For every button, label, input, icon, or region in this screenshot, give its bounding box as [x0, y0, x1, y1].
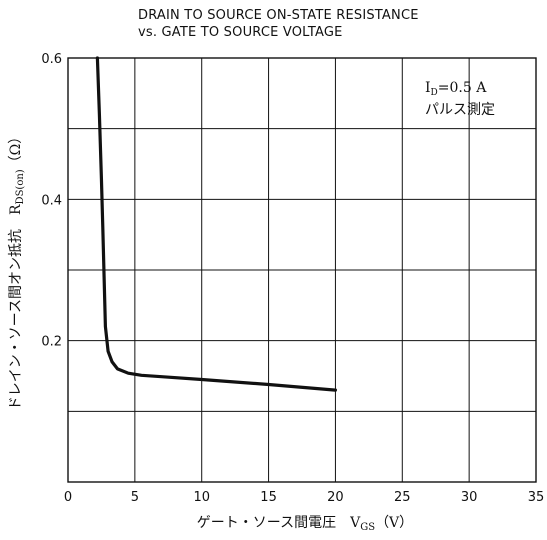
annotation-pulse: パルス測定 — [425, 102, 495, 118]
x-axis-label: ゲート・ソース間電圧 VGS（V） — [197, 515, 413, 533]
chart-title: DRAIN TO SOURCE ON-STATE RESISTANCE — [138, 8, 419, 23]
x-tick-label: 30 — [461, 490, 478, 505]
x-tick-label: 25 — [394, 490, 411, 505]
chart-subtitle: vs. GATE TO SOURCE VOLTAGE — [138, 25, 343, 40]
y-axis-ticks: 0.2 0.4 0.6 — [41, 52, 62, 350]
x-tick-label: 15 — [260, 490, 277, 505]
y-tick-label: 0.2 — [41, 335, 62, 350]
resistance-curve — [95, 56, 337, 392]
x-tick-label: 5 — [131, 490, 139, 505]
y-tick-label: 0.4 — [41, 193, 62, 208]
grid — [68, 58, 536, 482]
conditions-annotation: ID=0.5 A パルス測定 — [425, 80, 495, 118]
x-tick-label: 20 — [327, 490, 344, 505]
x-axis-ticks: 0 5 10 15 20 25 30 35 — [64, 490, 544, 505]
plot-frame — [67, 57, 537, 483]
x-tick-label: 10 — [193, 490, 210, 505]
y-tick-label: 0.6 — [41, 52, 62, 67]
y-axis-label: ドレイン・ソース間オン抵抗 RDS(on)（Ω） — [8, 130, 26, 411]
x-tick-label: 0 — [64, 490, 72, 505]
x-tick-label: 35 — [528, 490, 545, 505]
annotation-current: ID=0.5 A — [425, 80, 487, 98]
